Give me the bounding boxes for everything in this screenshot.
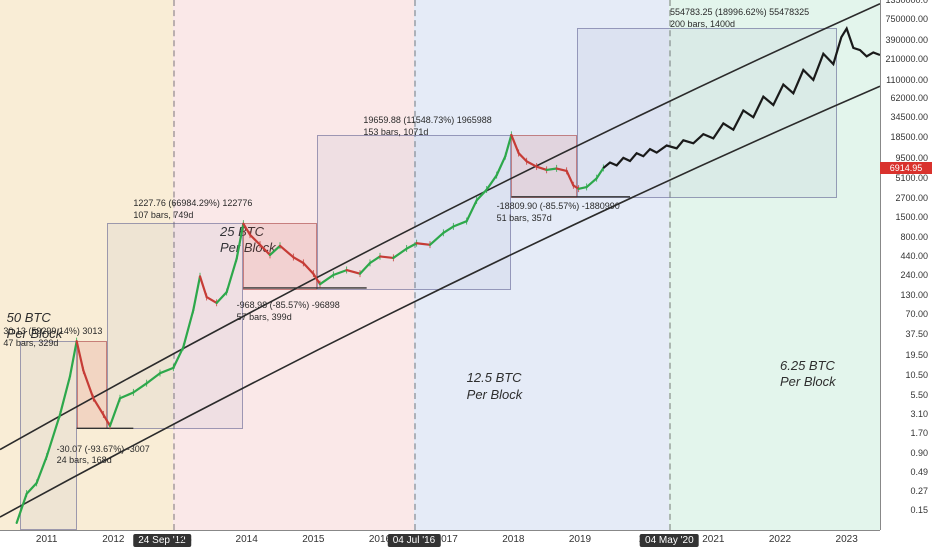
x-axis: 2011201224 Sep '1201320142015201604 Jul … <box>0 530 880 550</box>
x-tick: 2018 <box>502 534 524 545</box>
cycle-box <box>107 223 244 429</box>
cycle-box <box>577 28 837 198</box>
y-tick: 0.49 <box>910 467 928 477</box>
measure-annotation: -968.98 (-85.57%) -9689857 bars, 399d <box>237 300 340 323</box>
y-tick: 3.10 <box>910 409 928 419</box>
y-tick: 1500.00 <box>895 212 928 222</box>
y-tick: 5100.00 <box>895 173 928 183</box>
x-tick: 013 <box>175 534 192 545</box>
y-axis: 1350000.0 750000.00 390000.00 210000.00 1100… <box>880 0 932 530</box>
measure-annotation: 1227.76 (66984.29%) 122776107 bars, 749d <box>133 198 252 221</box>
measure-annotation: 554783.25 (18996.62%) 55478325200 bars, … <box>670 7 809 30</box>
x-tick: 2011 <box>36 534 58 545</box>
x-tick: 2015 <box>302 534 324 545</box>
y-tick: 19.50 <box>905 350 928 360</box>
measure-annotation: -18809.90 (-85.57%) -188099051 bars, 357… <box>497 201 620 224</box>
x-tick: 2022 <box>769 534 791 545</box>
btc-halving-chart: 50 BTCPer Block25 BTCPer Block12.5 BTCPe… <box>0 0 932 550</box>
y-tick: 1.70 <box>910 428 928 438</box>
y-tick: 0.27 <box>910 486 928 496</box>
y-tick: 750000.00 <box>885 14 928 24</box>
y-tick: 18500.00 <box>890 132 928 142</box>
y-tick: 390000.00 <box>885 35 928 45</box>
drawdown-box <box>243 223 316 290</box>
era-label: 6.25 BTCPer Block <box>780 358 836 391</box>
drawdown-box <box>77 341 107 429</box>
y-tick: 110000.00 <box>886 75 928 85</box>
y-tick: 240.00 <box>900 270 928 280</box>
y-tick: 800.00 <box>900 232 928 242</box>
y-tick: 62000.00 <box>890 93 928 103</box>
y-tick: 5.50 <box>910 390 928 400</box>
x-tick: 2019 <box>569 534 591 545</box>
x-tick: 2023 <box>836 534 858 545</box>
y-tick: 130.00 <box>900 290 928 300</box>
cycle-box <box>317 135 512 290</box>
y-tick: 70.00 <box>905 309 928 319</box>
y-tick: 10.50 <box>905 370 928 380</box>
x-tick: 2021 <box>702 534 724 545</box>
measure-annotation: -30.07 (-93.67%) -300724 bars, 168d <box>57 444 150 467</box>
measure-annotation: 30.13 (59299.14%) 301347 bars, 329d <box>3 326 102 349</box>
y-tick: 37.50 <box>905 329 928 339</box>
cycle-box <box>20 341 77 530</box>
x-tick: 2017 <box>436 534 458 545</box>
x-tick-halving: 04 Jul '16 <box>388 534 441 547</box>
measure-annotation: 19659.88 (11548.73%) 1965988153 bars, 10… <box>363 115 491 138</box>
plot-area[interactable]: 50 BTCPer Block25 BTCPer Block12.5 BTCPe… <box>0 0 880 530</box>
x-tick-halving: 04 May '20 <box>640 534 699 547</box>
y-tick: 1350000.0 <box>885 0 928 5</box>
y-tick: 440.00 <box>900 251 928 261</box>
era-label: 12.5 BTCPer Block <box>467 370 523 403</box>
y-tick: 210000.00 <box>885 54 928 64</box>
y-tick: 34500.00 <box>890 112 928 122</box>
y-tick: 0.15 <box>910 505 928 515</box>
x-tick: 2012 <box>102 534 124 545</box>
drawdown-box <box>511 135 576 198</box>
y-current-price: 6914.95 <box>880 162 932 174</box>
x-tick: 2014 <box>236 534 258 545</box>
y-tick: 2700.00 <box>895 193 928 203</box>
y-tick: 0.90 <box>910 448 928 458</box>
